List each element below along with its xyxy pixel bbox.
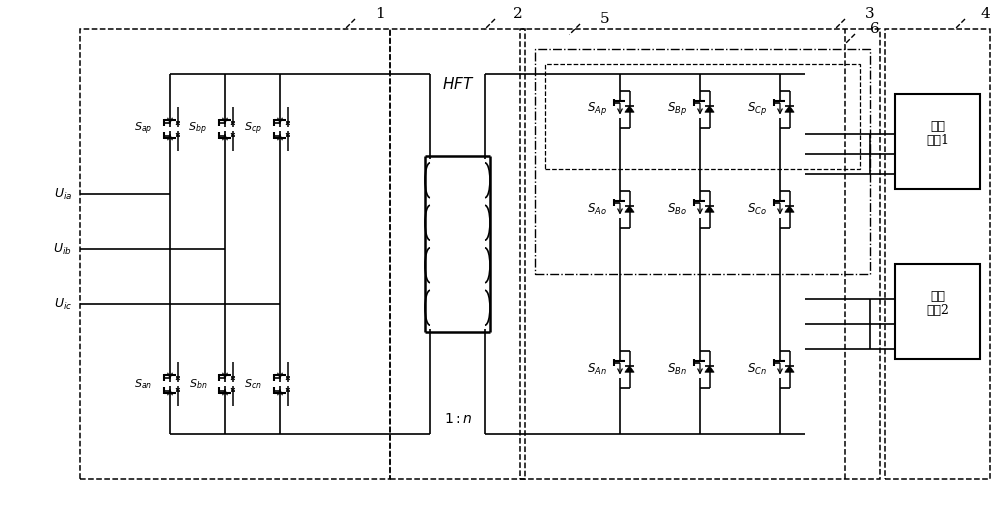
Text: 2: 2 bbox=[513, 7, 523, 21]
Polygon shape bbox=[705, 366, 714, 372]
Text: $U_{ia}$: $U_{ia}$ bbox=[54, 187, 72, 201]
Text: $S_{Bp}$: $S_{Bp}$ bbox=[667, 101, 687, 118]
Polygon shape bbox=[286, 122, 290, 125]
Polygon shape bbox=[286, 388, 290, 391]
Polygon shape bbox=[705, 106, 714, 112]
Polygon shape bbox=[625, 206, 634, 212]
Text: $S_{bn}$: $S_{bn}$ bbox=[189, 377, 207, 391]
Text: $S_{ap}$: $S_{ap}$ bbox=[134, 121, 152, 137]
Text: 三相
负载1: 三相 负载1 bbox=[926, 119, 949, 148]
Polygon shape bbox=[231, 377, 235, 380]
Polygon shape bbox=[231, 388, 235, 391]
Text: $U_{ib}$: $U_{ib}$ bbox=[53, 242, 72, 256]
Polygon shape bbox=[785, 106, 794, 112]
Bar bbox=[390, 29, 525, 479]
Polygon shape bbox=[176, 388, 180, 391]
Bar bbox=[80, 29, 390, 479]
Text: $S_{cp}$: $S_{cp}$ bbox=[244, 121, 262, 137]
Text: $S_{Cp}$: $S_{Cp}$ bbox=[747, 101, 767, 118]
Polygon shape bbox=[176, 122, 180, 125]
Text: $HFT$: $HFT$ bbox=[442, 76, 474, 92]
Text: $S_{cn}$: $S_{cn}$ bbox=[244, 377, 262, 391]
Polygon shape bbox=[231, 122, 235, 125]
Text: 4: 4 bbox=[980, 7, 990, 21]
Text: 1: 1 bbox=[375, 7, 385, 21]
Polygon shape bbox=[625, 106, 634, 112]
Bar bbox=[535, 49, 870, 274]
Polygon shape bbox=[176, 133, 180, 136]
Polygon shape bbox=[785, 366, 794, 372]
Text: $S_{Bo}$: $S_{Bo}$ bbox=[667, 201, 687, 216]
Polygon shape bbox=[286, 133, 290, 136]
Text: $U_{ic}$: $U_{ic}$ bbox=[54, 297, 72, 311]
Bar bbox=[885, 29, 990, 479]
Text: $S_{Ap}$: $S_{Ap}$ bbox=[587, 101, 607, 118]
Text: $S_{Bn}$: $S_{Bn}$ bbox=[667, 361, 687, 377]
Polygon shape bbox=[625, 366, 634, 372]
Polygon shape bbox=[286, 377, 290, 380]
Polygon shape bbox=[705, 206, 714, 212]
Text: $S_{Co}$: $S_{Co}$ bbox=[747, 201, 767, 216]
Text: $S_{Ao}$: $S_{Ao}$ bbox=[587, 201, 607, 216]
Text: 3: 3 bbox=[865, 7, 875, 21]
Polygon shape bbox=[231, 133, 235, 136]
Text: 5: 5 bbox=[600, 12, 610, 26]
Text: $1{:}n$: $1{:}n$ bbox=[444, 412, 472, 426]
Bar bbox=[895, 94, 980, 189]
Text: $S_{bp}$: $S_{bp}$ bbox=[188, 121, 207, 137]
Bar bbox=[895, 264, 980, 359]
Bar bbox=[545, 64, 860, 169]
Text: $S_{An}$: $S_{An}$ bbox=[587, 361, 607, 377]
Text: $S_{an}$: $S_{an}$ bbox=[134, 377, 152, 391]
Polygon shape bbox=[176, 377, 180, 380]
Text: 6: 6 bbox=[870, 22, 880, 36]
Text: $S_{Cn}$: $S_{Cn}$ bbox=[747, 361, 767, 377]
Polygon shape bbox=[785, 206, 794, 212]
Text: 三相
负载2: 三相 负载2 bbox=[926, 289, 949, 318]
Bar bbox=[520, 29, 880, 479]
